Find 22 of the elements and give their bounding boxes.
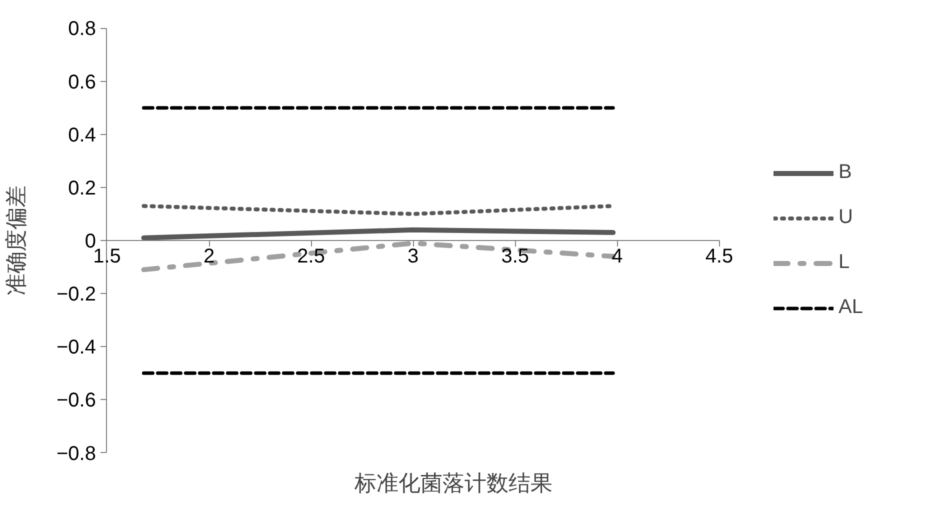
y-tick-label: 0.8	[68, 18, 96, 40]
legend-label: L	[838, 251, 851, 274]
y-tick-label: −0.4	[56, 336, 96, 359]
x-tick-label: 2.5	[297, 246, 325, 268]
x-tick-label: 2	[203, 246, 215, 268]
legend-label: U	[838, 206, 854, 229]
y-tick-label: −0.6	[56, 390, 96, 412]
y-tick-label: −0.2	[56, 284, 96, 306]
y-axis-title: 准确度偏差	[4, 186, 28, 296]
y-tick-label: 0.6	[68, 71, 96, 94]
x-tick-label: 4	[612, 246, 623, 268]
y-tick-label: −0.8	[56, 442, 96, 465]
x-tick-label: 1.5	[93, 246, 121, 268]
x-tick-label: 3.5	[501, 246, 530, 268]
y-tick-label: 0	[84, 230, 96, 252]
x-axis-title: 标准化菌落计数结果	[354, 470, 552, 496]
x-tick-label: 3	[408, 246, 419, 268]
legend-label: AL	[838, 296, 863, 319]
y-tick-label: 0.2	[68, 177, 96, 200]
legend-label: B	[838, 161, 853, 184]
x-tick-label: 4.5	[705, 246, 734, 268]
y-tick-label: 0.4	[68, 124, 96, 146]
